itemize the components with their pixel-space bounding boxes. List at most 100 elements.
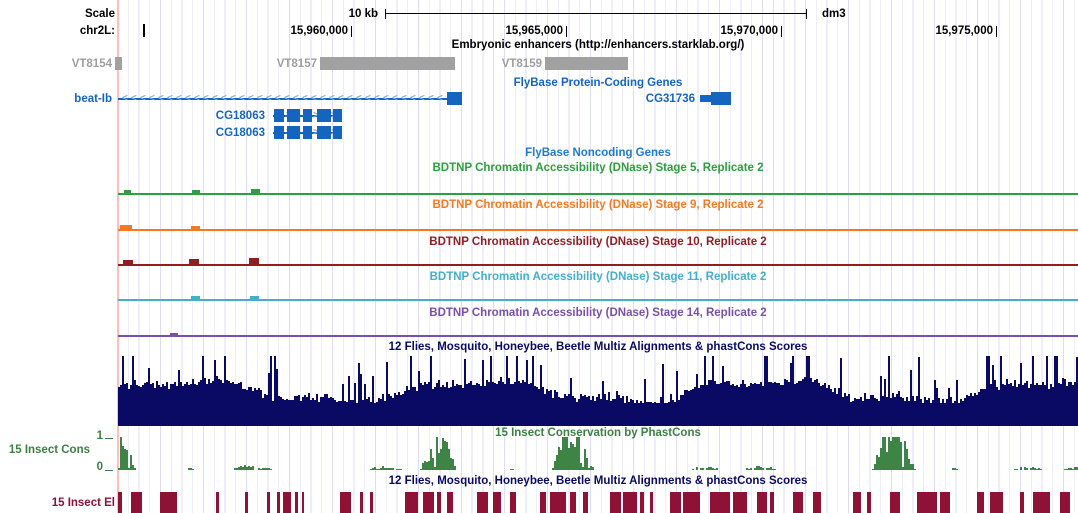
bdtnp-signal-baseline[interactable] [118, 299, 1078, 301]
gene-exon-block[interactable] [287, 126, 300, 139]
conserved-element-block[interactable] [640, 492, 644, 513]
gene-exon-block[interactable] [274, 126, 284, 139]
phastcons-histogram-bar [378, 469, 380, 470]
conserved-element-block[interactable] [118, 492, 122, 513]
bdtnp-signal-baseline[interactable] [118, 264, 1078, 266]
phastcons-histogram-bar [510, 468, 512, 470]
conserved-element-block[interactable] [710, 492, 730, 513]
conserved-element-block[interactable] [813, 492, 821, 513]
conserved-element-block[interactable] [570, 492, 576, 513]
gene-exon-block[interactable] [287, 109, 300, 122]
conserved-element-block[interactable] [917, 492, 937, 513]
conserved-element-block[interactable] [447, 492, 453, 513]
enhancer-item-box[interactable] [545, 57, 628, 70]
phastcons-left-label[interactable]: 15 Insect Cons [8, 444, 90, 456]
multiz-track-title[interactable]: 12 Flies, Mosquito, Honeybee, Beetle Mul… [388, 341, 808, 353]
conserved-element-block[interactable] [650, 492, 653, 513]
multiz-elements-track-title[interactable]: 12 Flies, Mosquito, Honeybee, Beetle Mul… [388, 475, 808, 487]
conserved-element-block[interactable] [940, 492, 950, 513]
bdtnp-track-title[interactable]: BDTNP Chromatin Accessibility (DNase) St… [429, 236, 767, 248]
conserved-element-block[interactable] [540, 492, 546, 513]
multiz-histogram-bar [856, 398, 858, 426]
gene-exon-block[interactable] [700, 95, 711, 102]
conserved-element-block[interactable] [1060, 492, 1070, 513]
conserved-element-block[interactable] [1020, 492, 1024, 513]
multiz-histogram-bar [394, 393, 396, 426]
conserved-element-block[interactable] [216, 492, 219, 513]
conserved-element-block[interactable] [370, 492, 373, 513]
conserved-element-block[interactable] [623, 492, 637, 513]
strand-arrow-icon: < [122, 93, 128, 104]
conserved-element-block[interactable] [245, 492, 248, 513]
conserved-element-block[interactable] [757, 492, 767, 513]
conserved-element-block[interactable] [277, 492, 280, 513]
gene-exon-block[interactable] [711, 92, 731, 105]
bdtnp-track-title[interactable]: BDTNP Chromatin Accessibility (DNase) St… [429, 307, 767, 319]
conserved-element-block[interactable] [770, 492, 774, 513]
conserved-element-block[interactable] [295, 492, 298, 513]
gene-exon-block[interactable] [333, 126, 342, 139]
multiz-histogram-bar [814, 379, 816, 426]
gene-exon-block[interactable] [333, 109, 342, 122]
gene-exon-block[interactable] [447, 92, 462, 105]
bdtnp-signal-baseline[interactable] [118, 229, 1078, 231]
bdtnp-signal-baseline[interactable] [118, 335, 1078, 337]
conserved-element-block[interactable] [477, 492, 488, 513]
bdtnp-track-title[interactable]: BDTNP Chromatin Accessibility (DNase) St… [429, 271, 767, 283]
conserved-element-block[interactable] [493, 492, 501, 513]
gene-exon-block[interactable] [274, 109, 284, 122]
conserved-element-block[interactable] [890, 492, 900, 513]
multiz-histogram[interactable] [118, 356, 1078, 426]
multiz-histogram-bar [672, 400, 674, 426]
enhancers-track-title[interactable]: Embryonic enhancers (http://enhancers.st… [451, 39, 745, 51]
conserved-element-block[interactable] [977, 492, 984, 513]
phastcons-track-title[interactable]: 15 Insect Conservation by PhastCons [495, 427, 701, 439]
multiz-histogram-bar [270, 356, 272, 426]
conserved-element-block[interactable] [302, 492, 304, 513]
phastcons-histogram-bar [422, 462, 424, 470]
multiz-histogram-bar [614, 399, 616, 426]
bdtnp-track-title[interactable]: BDTNP Chromatin Accessibility (DNase) St… [432, 162, 764, 174]
enhancer-item-box[interactable] [115, 57, 122, 70]
conserved-element-block[interactable] [670, 492, 681, 513]
conserved-element-block[interactable] [360, 492, 363, 513]
conserved-element-block[interactable] [423, 492, 434, 513]
flybase-noncoding-title[interactable]: FlyBase Noncoding Genes [525, 147, 671, 159]
bdtnp-track-title[interactable]: BDTNP Chromatin Accessibility (DNase) St… [432, 199, 764, 211]
gene-exon-block[interactable] [317, 109, 331, 122]
conserved-element-block[interactable] [160, 492, 177, 513]
conserved-element-block[interactable] [283, 492, 291, 513]
conserved-element-block[interactable] [1033, 492, 1050, 513]
conserved-element-block[interactable] [267, 492, 270, 513]
multiz-histogram-bar [984, 389, 986, 426]
conserved-element-block[interactable] [853, 492, 861, 513]
conserved-element-block[interactable] [733, 492, 747, 513]
flybase-protein-coding-title[interactable]: FlyBase Protein-Coding Genes [513, 77, 683, 89]
conserved-element-block[interactable] [340, 492, 351, 513]
multiz-histogram-bar [734, 386, 736, 426]
phastcons-histogram[interactable] [118, 437, 1078, 470]
gene-intron-line[interactable] [118, 98, 447, 100]
conserved-element-block[interactable] [610, 492, 621, 513]
conserved-element-block[interactable] [683, 492, 700, 513]
multiz-histogram-bar [928, 397, 930, 426]
conserved-element-block[interactable] [793, 492, 803, 513]
gene-exon-block[interactable] [303, 126, 312, 139]
multiz-histogram-bar [1042, 382, 1044, 426]
conserved-element-block[interactable] [867, 492, 871, 513]
enhancer-item-box[interactable] [320, 57, 455, 70]
conserved-element-block[interactable] [583, 492, 588, 513]
multiz-histogram-bar [870, 395, 872, 426]
phastcons-histogram-bar [126, 449, 128, 470]
conserved-element-block[interactable] [405, 492, 418, 513]
multiz-histogram-bar [130, 385, 132, 426]
conserved-element-block[interactable] [510, 492, 516, 513]
conserved-element-block[interactable] [437, 492, 441, 513]
bdtnp-signal-baseline[interactable] [118, 193, 1078, 195]
insect-el-left-label[interactable]: 15 Insect El [51, 497, 115, 509]
gene-exon-block[interactable] [317, 126, 331, 139]
conserved-element-block[interactable] [131, 492, 142, 513]
gene-exon-block[interactable] [303, 109, 312, 122]
conserved-element-block[interactable] [990, 492, 1003, 513]
conserved-element-block[interactable] [550, 492, 566, 513]
